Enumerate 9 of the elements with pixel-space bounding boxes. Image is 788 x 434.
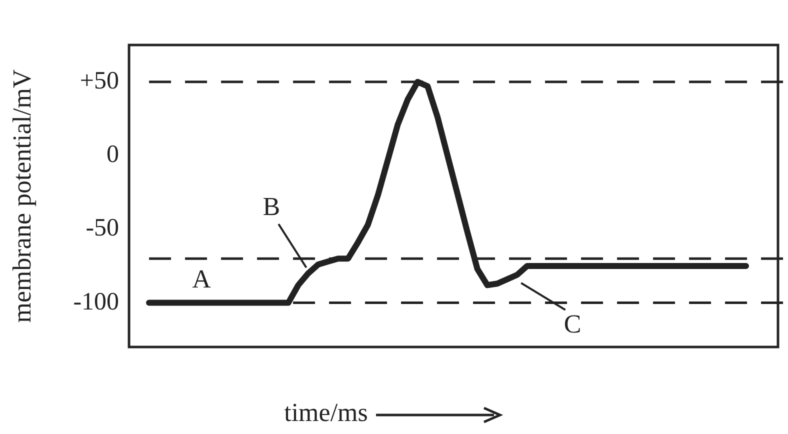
x-axis-title: time/ms (284, 398, 368, 427)
y-tick-label: -100 (73, 288, 120, 316)
annotation: B (262, 192, 280, 221)
y-axis-title: membrane potential/mV (7, 69, 36, 323)
y-tick-label: 0 (106, 141, 120, 168)
y-tick-label: +50 (80, 67, 120, 94)
y-tick-label: -50 (86, 214, 120, 242)
annotation: C (564, 310, 582, 339)
annotation: A (192, 264, 212, 294)
